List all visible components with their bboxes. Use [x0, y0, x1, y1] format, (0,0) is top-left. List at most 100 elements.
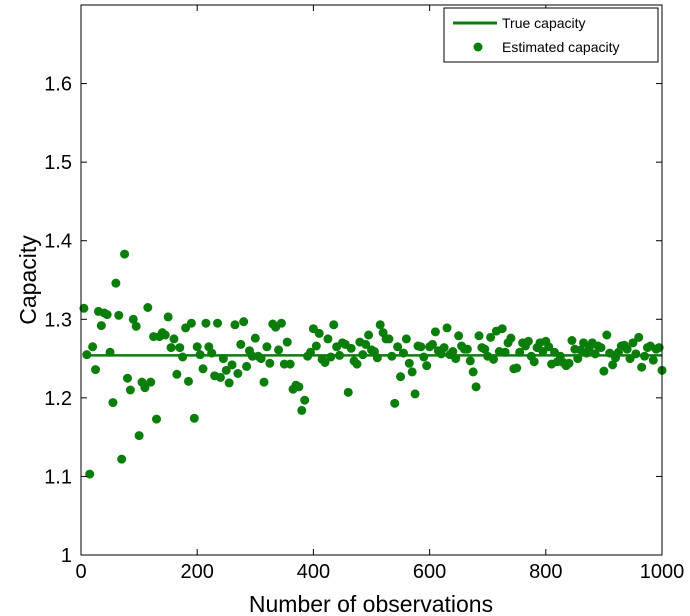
- estimated-capacity-point: [486, 332, 496, 342]
- estimated-capacity-point: [529, 357, 539, 367]
- estimated-capacity-point: [300, 395, 310, 405]
- estimated-capacity-point: [82, 350, 92, 360]
- y-tick-label: 1.1: [44, 466, 72, 488]
- estimated-capacity-point: [134, 431, 144, 441]
- y-tick-label: 1: [61, 545, 72, 567]
- x-tick-label: 600: [413, 561, 446, 583]
- estimated-capacity-point: [474, 331, 484, 341]
- estimated-capacity-point: [198, 364, 208, 374]
- estimated-capacity-point: [201, 318, 211, 328]
- estimated-capacity-point: [384, 334, 394, 344]
- estimated-capacity-point: [480, 344, 490, 354]
- estimated-capacity-point: [358, 350, 368, 360]
- estimated-capacity-point: [314, 328, 324, 338]
- estimated-capacity-point: [596, 343, 606, 353]
- estimated-capacity-point: [195, 350, 205, 360]
- y-tick-label: 1.5: [44, 152, 72, 174]
- legend: True capacity Estimated capacity: [443, 7, 659, 63]
- estimated-capacity-point: [634, 332, 644, 342]
- estimated-capacity-point: [114, 310, 124, 320]
- estimated-capacity-point: [404, 358, 414, 368]
- estimated-capacity-point: [375, 320, 385, 330]
- estimated-capacity-point: [146, 377, 156, 387]
- estimated-capacity-point: [91, 365, 101, 375]
- estimated-capacity-point: [294, 382, 304, 392]
- estimated-capacity-point: [128, 314, 138, 324]
- y-tick-label: 1.4: [44, 231, 72, 253]
- x-tick-label: 200: [181, 561, 214, 583]
- legend-dot-swatch: [473, 42, 483, 52]
- estimated-capacity-point: [648, 355, 658, 365]
- estimated-capacity-point: [189, 413, 199, 423]
- estimated-capacity-point: [631, 349, 641, 359]
- estimated-capacity-point: [506, 333, 516, 343]
- estimated-capacity-point: [160, 330, 170, 340]
- estimated-capacity-point: [544, 342, 554, 352]
- estimated-capacity-point: [398, 348, 408, 358]
- estimated-capacity-point: [250, 333, 260, 343]
- estimated-capacity-point: [233, 369, 243, 378]
- legend-box: [443, 7, 659, 63]
- estimated-capacity-point: [512, 363, 522, 373]
- estimated-capacity-point: [122, 373, 132, 383]
- axis-ticks: 0 200 400 600 800 1000 1 1.1 1.2 1.3 1.4 1.5 1.6: [44, 5, 684, 583]
- estimated-capacity-point: [311, 341, 321, 351]
- estimated-capacity-point: [323, 334, 333, 344]
- estimated-capacity-point: [410, 389, 420, 399]
- estimated-capacity-point: [221, 365, 231, 375]
- estimated-capacity-point: [590, 349, 600, 359]
- estimated-capacity-point: [282, 337, 292, 347]
- estimated-capacity-point: [224, 378, 234, 388]
- estimated-capacity-point: [396, 372, 406, 382]
- estimated-capacity-point: [343, 387, 353, 397]
- estimated-capacity-point: [422, 361, 432, 371]
- estimated-capacity-point: [192, 342, 202, 352]
- x-tick-label: 800: [529, 561, 562, 583]
- estimated-capacity-point: [442, 323, 452, 333]
- estimated-capacity-point: [352, 359, 362, 369]
- estimated-capacity-point: [152, 414, 162, 424]
- estimated-capacity-point: [497, 324, 507, 334]
- x-tick-label: 0: [75, 561, 86, 583]
- estimated-capacity-point: [599, 366, 609, 376]
- estimated-capacity-point: [218, 354, 228, 364]
- estimated-capacity-point: [419, 352, 429, 362]
- estimated-capacity-point: [79, 303, 89, 313]
- estimated-capacity-point: [178, 352, 188, 362]
- estimated-capacity-point: [227, 360, 237, 370]
- estimated-capacity-point: [276, 318, 286, 328]
- estimated-capacity-point: [416, 342, 426, 352]
- estimated-capacity-point: [236, 339, 246, 349]
- estimated-capacity-point: [329, 320, 339, 330]
- estimated-capacity-point: [143, 303, 153, 312]
- estimated-capacity-point: [573, 354, 583, 364]
- estimated-capacity-point: [320, 358, 330, 367]
- estimated-capacity-point: [274, 345, 284, 355]
- estimated-capacity-point: [88, 342, 98, 352]
- estimated-capacity-point: [637, 362, 647, 372]
- y-axis-label: Capacity: [15, 235, 41, 325]
- estimated-capacity-point: [407, 367, 417, 377]
- estimated-capacity-point: [346, 343, 356, 353]
- y-tick-label: 1.3: [44, 309, 72, 331]
- x-axis-label: Number of observations: [249, 591, 493, 616]
- estimated-capacity-point: [96, 321, 106, 331]
- data-marks: [79, 249, 667, 479]
- estimated-capacity-point: [169, 334, 179, 344]
- estimated-capacity-point: [207, 348, 217, 358]
- estimated-capacity-point: [239, 317, 249, 327]
- estimated-capacity-point: [172, 369, 182, 379]
- estimated-capacity-point: [120, 249, 130, 259]
- estimated-capacity-point: [564, 358, 574, 368]
- estimated-capacity-point: [640, 351, 650, 361]
- estimated-capacity-point: [430, 327, 440, 337]
- y-tick-label: 1.6: [44, 74, 72, 96]
- plot-frame: [80, 4, 663, 556]
- estimated-capacity-point: [608, 360, 618, 370]
- estimated-capacity-point: [439, 343, 449, 353]
- y-tick-label: 1.2: [44, 388, 72, 410]
- estimated-capacity-point: [166, 343, 176, 353]
- estimated-capacity-point: [489, 354, 499, 364]
- legend-estimated-capacity: Estimated capacity: [502, 39, 620, 55]
- estimated-capacity-point: [454, 331, 464, 341]
